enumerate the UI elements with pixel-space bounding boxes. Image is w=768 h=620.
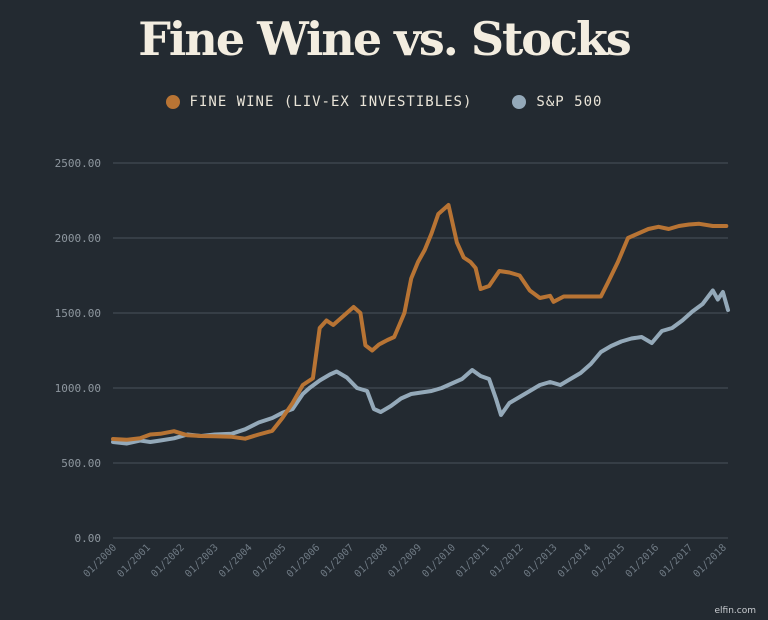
x-tick-label-2: 01/2002 [149, 542, 187, 580]
chart-title: Fine Wine vs. Stocks [138, 12, 632, 66]
x-tick-label-0: 01/2000 [82, 542, 120, 580]
x-tick-label-7: 01/2007 [319, 542, 357, 580]
legend-item-fine-wine: FINE WINE (LIV-EX INVESTIBLES) [165, 94, 473, 110]
series-line-sp500 [111, 288, 730, 446]
chart-legend: FINE WINE (LIV-EX INVESTIBLES) S&P 500 [0, 94, 768, 110]
x-tick-label-5: 01/2005 [251, 542, 289, 580]
y-tick-label-0: 0.00 [75, 532, 102, 545]
x-tick-label-15: 01/2015 [590, 542, 628, 580]
y-tick-label-5: 2500.00 [55, 157, 101, 170]
legend-label-fine-wine: FINE WINE (LIV-EX INVESTIBLES) [189, 94, 473, 110]
x-tick-label-18: 01/2018 [691, 542, 729, 580]
x-tick-label-8: 01/2008 [353, 542, 391, 580]
x-tick-label-13: 01/2013 [522, 542, 560, 580]
credit-watermark: elfin.com [714, 606, 757, 616]
legend-label-sp500: S&P 500 [536, 94, 603, 110]
legend-dot-sp500 [512, 95, 527, 109]
y-tick-label-4: 2000.00 [55, 232, 101, 245]
x-tick-label-6: 01/2006 [285, 542, 323, 580]
x-tick-label-14: 01/2014 [556, 542, 594, 580]
x-tick-label-11: 01/2011 [454, 542, 492, 580]
x-tick-label-17: 01/2017 [658, 542, 696, 580]
x-tick-label-16: 01/2016 [624, 542, 662, 580]
x-tick-label-1: 01/2001 [115, 542, 153, 580]
x-tick-label-9: 01/2009 [386, 542, 424, 580]
x-tick-label-10: 01/2010 [420, 542, 458, 580]
y-tick-label-2: 1000.00 [55, 382, 101, 395]
series-line-fine-wine [111, 203, 729, 442]
x-tick-label-3: 01/2003 [183, 542, 221, 580]
y-tick-label-3: 1500.00 [55, 307, 101, 320]
legend-item-sp500: S&P 500 [512, 94, 602, 110]
x-tick-label-12: 01/2012 [488, 542, 526, 580]
y-tick-label-1: 500.00 [61, 457, 101, 470]
legend-dot-fine-wine [165, 95, 180, 109]
x-tick-label-4: 01/2004 [217, 542, 255, 580]
